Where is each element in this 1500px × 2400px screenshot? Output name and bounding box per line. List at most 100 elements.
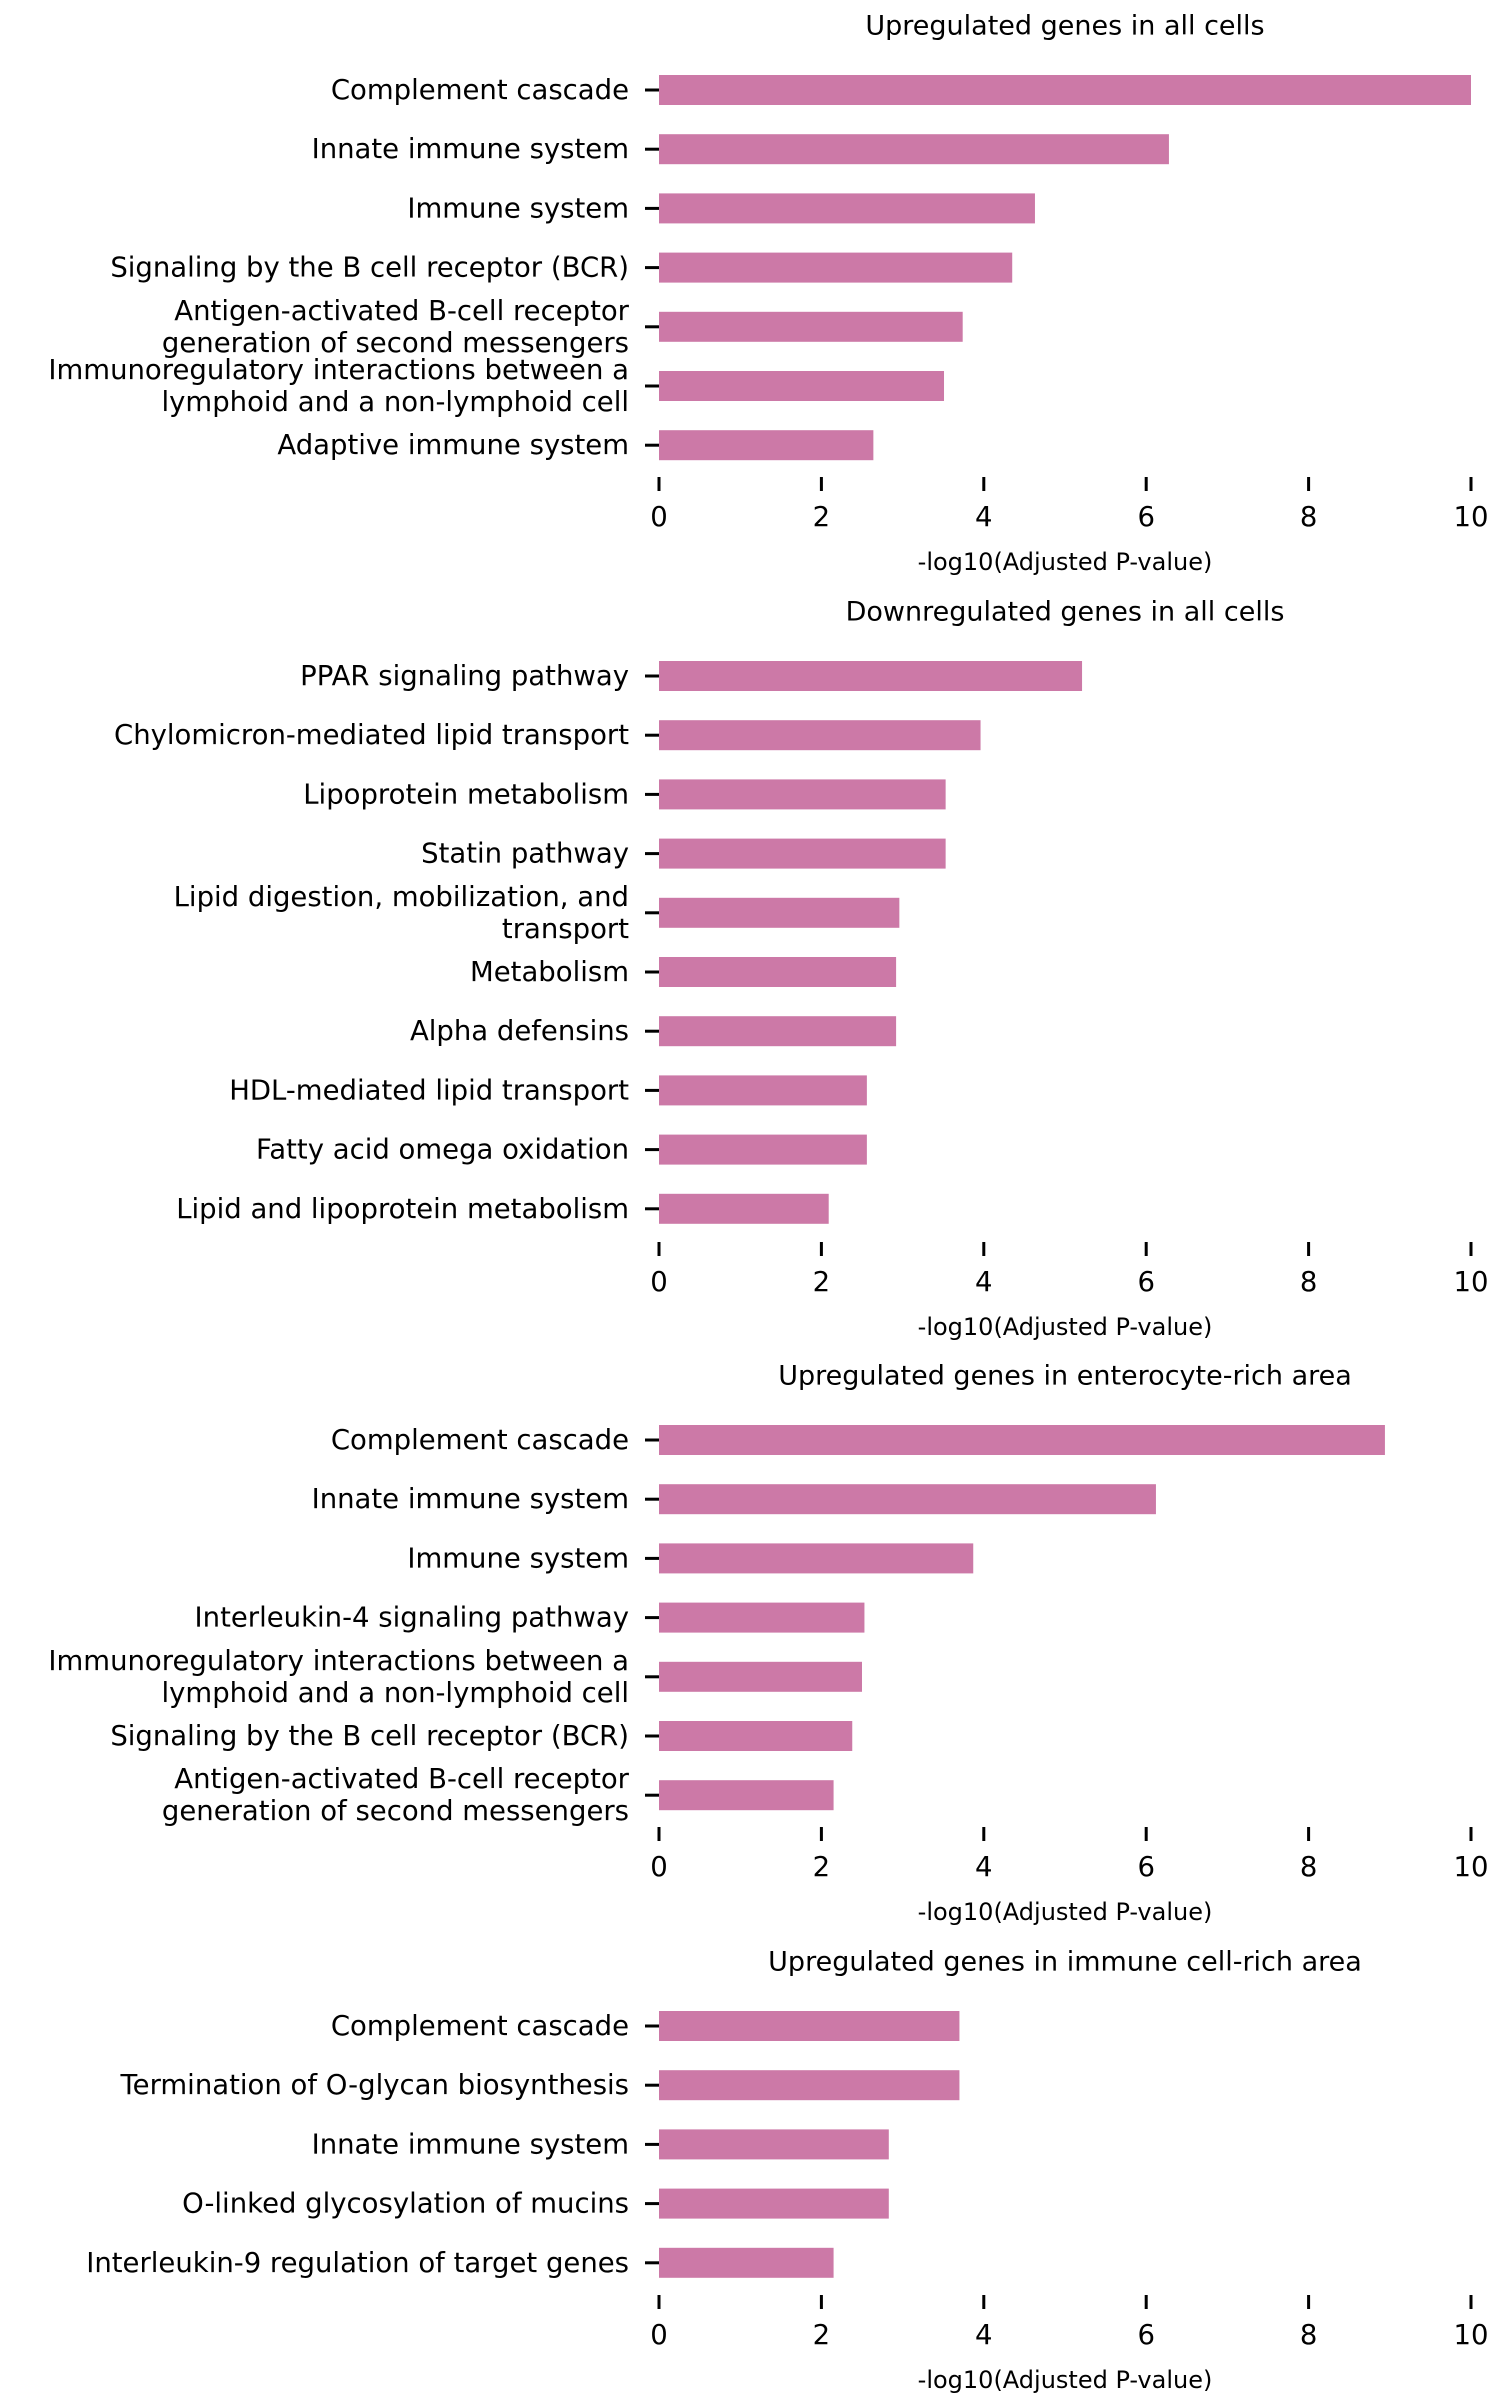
- x-tick-label: 8: [1300, 1266, 1318, 1298]
- category-label: lymphoid and a non-lymphoid cell: [162, 386, 630, 418]
- category-label: Metabolism: [470, 956, 629, 988]
- panel-title: Upregulated genes in enterocyte-rich are…: [778, 1361, 1352, 1392]
- x-tick-label: 6: [1137, 1851, 1155, 1883]
- panel-title: Upregulated genes in all cells: [865, 11, 1264, 42]
- category-label: Innate immune system: [312, 133, 629, 165]
- bar: [659, 838, 946, 869]
- x-axis-label: -log10(Adjusted P-value): [918, 2366, 1213, 2394]
- x-tick-label: 8: [1300, 1851, 1318, 1883]
- bar: [659, 2129, 889, 2160]
- bar: [659, 2070, 960, 2101]
- x-tick-label: 0: [650, 501, 668, 533]
- bar: [659, 1721, 853, 1751]
- x-tick-label: 2: [813, 501, 831, 533]
- bar: [659, 75, 1471, 105]
- bar: [659, 2188, 889, 2219]
- category-label: Interleukin-9 regulation of target genes: [86, 2247, 629, 2279]
- x-tick-label: 6: [1137, 501, 1155, 533]
- category-label: Adaptive immune system: [277, 429, 629, 461]
- x-tick-label: 0: [650, 1266, 668, 1298]
- category-label: Lipid digestion, mobilization, and: [174, 881, 629, 913]
- bar: [659, 1484, 1156, 1515]
- chart-panel-2: Downregulated genes in all cells PPAR sig…: [114, 597, 1489, 1342]
- category-label: Immunoregulatory interactions between a: [48, 1645, 629, 1677]
- category-label: transport: [502, 913, 629, 945]
- chart-panel-4: Upregulated genes in immune cell-rich ar…: [86, 1947, 1488, 2395]
- bar: [659, 2011, 960, 2041]
- category-label: Alpha defensins: [410, 1015, 629, 1047]
- category-label: Antigen-activated B-cell receptor: [174, 295, 629, 327]
- x-tick-label: 0: [650, 2319, 668, 2351]
- panel-title: Downregulated genes in all cells: [846, 597, 1285, 628]
- category-label: Immunoregulatory interactions between a: [48, 354, 629, 386]
- category-label: Complement cascade: [331, 1424, 629, 1456]
- bar: [659, 1075, 867, 1106]
- chart-panel-3: Upregulated genes in enterocyte-rich are…: [48, 1361, 1488, 1927]
- x-tick-label: 10: [1454, 1266, 1489, 1298]
- category-label: Signaling by the B cell receptor (BCR): [110, 1720, 629, 1752]
- bar: [659, 897, 900, 928]
- category-label: Antigen-activated B-cell receptor: [174, 1763, 629, 1795]
- category-label: O-linked glycosylation of mucins: [182, 2188, 629, 2220]
- bar: [659, 252, 1013, 283]
- bar: [659, 720, 981, 751]
- bar: [659, 1134, 867, 1165]
- bar: [659, 1780, 834, 1811]
- x-tick-label: 6: [1137, 1266, 1155, 1298]
- category-label: Interleukin-4 signaling pathway: [195, 1602, 629, 1634]
- x-tick-label: 4: [975, 2319, 993, 2351]
- x-axis-label: -log10(Adjusted P-value): [918, 1898, 1213, 1926]
- category-label: Lipoprotein metabolism: [303, 778, 629, 810]
- category-label: Innate immune system: [312, 1483, 629, 1515]
- x-tick-label: 8: [1300, 501, 1318, 533]
- bar: [659, 193, 1035, 224]
- bar: [659, 957, 897, 987]
- x-axis-label: -log10(Adjusted P-value): [918, 548, 1213, 576]
- x-tick-label: 4: [975, 1851, 993, 1883]
- bar: [659, 1425, 1385, 1455]
- category-label: lymphoid and a non-lymphoid cell: [162, 1677, 630, 1709]
- category-label: Complement cascade: [331, 74, 629, 106]
- category-label: Lipid and lipoprotein metabolism: [176, 1193, 629, 1225]
- x-tick-label: 6: [1137, 2319, 1155, 2351]
- category-label: Complement cascade: [331, 2010, 629, 2042]
- category-label: Immune system: [407, 192, 629, 224]
- x-axis-label: -log10(Adjusted P-value): [918, 1313, 1213, 1341]
- bar: [659, 1661, 862, 1692]
- category-label: Innate immune system: [312, 2128, 629, 2160]
- category-label: Immune system: [407, 1542, 629, 1574]
- category-label: Statin pathway: [421, 838, 629, 870]
- x-tick-label: 4: [975, 1266, 993, 1298]
- category-label: Termination of O-glycan biosynthesis: [120, 2069, 629, 2101]
- bar: [659, 1602, 865, 1633]
- category-label: generation of second messengers: [162, 1795, 629, 1827]
- category-label: PPAR signaling pathway: [300, 660, 629, 692]
- bar: [659, 1543, 974, 1574]
- bar: [659, 661, 1083, 691]
- bar: [659, 430, 874, 461]
- category-label: Chylomicron-mediated lipid transport: [114, 719, 629, 751]
- x-tick-label: 10: [1454, 2319, 1489, 2351]
- x-tick-label: 10: [1454, 501, 1489, 533]
- x-tick-label: 0: [650, 1851, 668, 1883]
- bar: [659, 1016, 897, 1047]
- category-label: Signaling by the B cell receptor (BCR): [110, 252, 629, 284]
- x-tick-label: 2: [813, 1266, 831, 1298]
- x-tick-label: 2: [813, 1851, 831, 1883]
- category-label: HDL-mediated lipid transport: [229, 1074, 629, 1106]
- bar: [659, 371, 945, 401]
- category-label: Fatty acid omega oxidation: [256, 1134, 629, 1166]
- bar: [659, 779, 946, 810]
- bar: [659, 1193, 829, 1224]
- bar: [659, 2247, 834, 2278]
- x-tick-label: 10: [1454, 1851, 1489, 1883]
- bar: [659, 134, 1169, 165]
- x-tick-label: 8: [1300, 2319, 1318, 2351]
- x-tick-label: 2: [813, 2319, 831, 2351]
- chart-panel-1: Upregulated genes in all cells Complement…: [48, 11, 1488, 577]
- category-label: generation of second messengers: [162, 327, 629, 359]
- x-tick-label: 4: [975, 501, 993, 533]
- panel-title: Upregulated genes in immune cell-rich ar…: [768, 1947, 1362, 1978]
